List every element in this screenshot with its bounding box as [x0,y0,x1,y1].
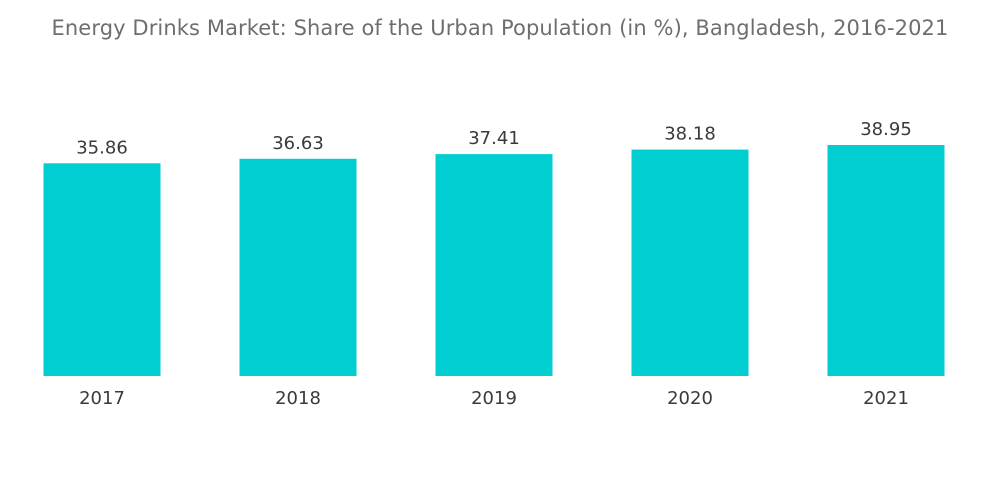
bar-2020 [631,149,749,376]
value-label-2021: 38.95 [860,119,912,140]
x-tick-2017: 2017 [79,388,125,409]
bar-2019 [435,154,553,376]
bar-2018 [239,158,357,376]
value-labels-group: 35.86 36.63 37.41 38.18 38.95 [76,119,912,158]
bar-2017 [43,163,161,376]
value-label-2018: 36.63 [272,133,324,154]
x-tick-2019: 2019 [471,388,517,409]
x-tick-2018: 2018 [275,388,321,409]
bars-group [43,145,945,376]
chart-title: Energy Drinks Market: Share of the Urban… [51,16,949,40]
value-label-2019: 37.41 [468,128,520,149]
value-label-2017: 35.86 [76,137,128,158]
value-label-2020: 38.18 [664,124,716,145]
x-tick-labels-group: 2017 2018 2019 2020 2021 [79,388,909,409]
x-tick-2021: 2021 [863,388,909,409]
bar-2021 [827,145,945,376]
x-tick-2020: 2020 [667,388,713,409]
